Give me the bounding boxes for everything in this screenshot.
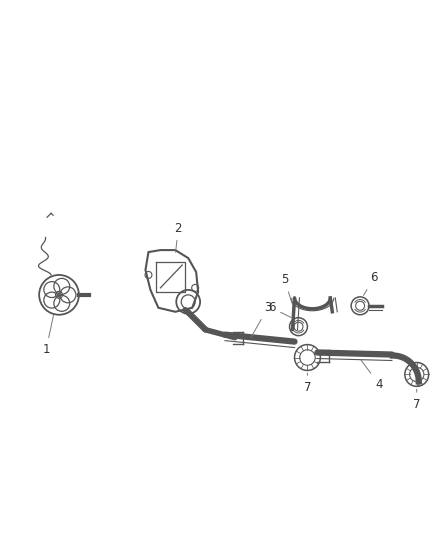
Text: 3: 3 [251,301,272,337]
Text: 2: 2 [174,222,182,252]
Text: 6: 6 [268,301,291,318]
Text: 5: 5 [281,273,293,305]
Text: 7: 7 [304,373,311,394]
Text: 4: 4 [361,360,383,391]
Text: 1: 1 [42,316,53,356]
Text: 7: 7 [413,389,420,411]
Text: 6: 6 [364,271,378,295]
